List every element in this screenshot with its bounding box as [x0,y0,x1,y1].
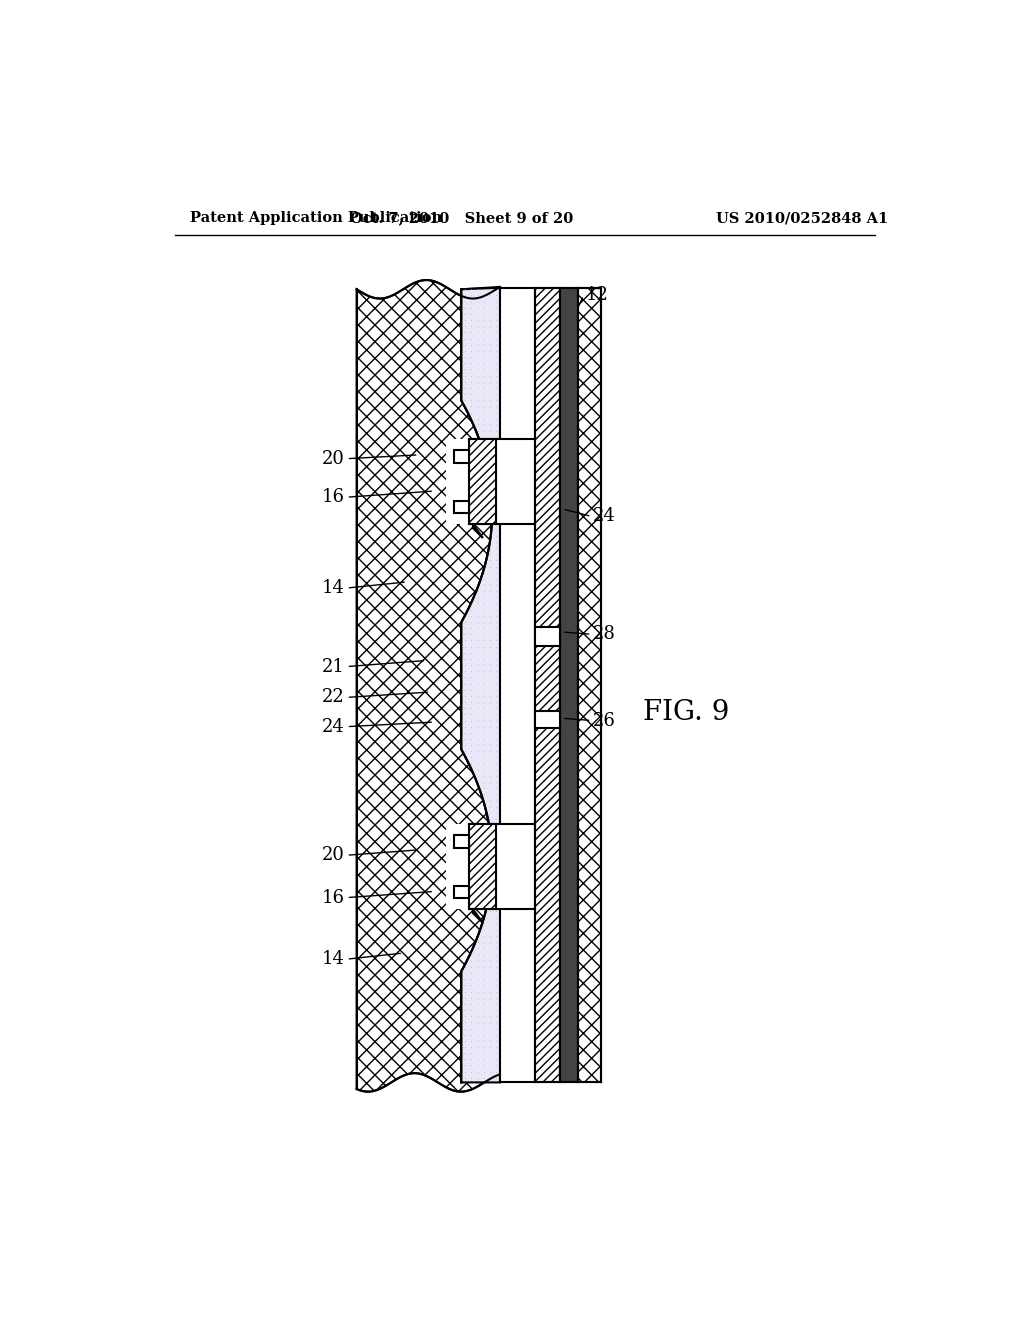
Text: 26: 26 [593,711,615,730]
Text: 12: 12 [586,286,608,305]
Text: 28: 28 [593,626,615,643]
Text: 16: 16 [322,488,345,506]
Polygon shape [560,288,578,1082]
Polygon shape [469,440,496,524]
Polygon shape [469,825,496,909]
Text: 20: 20 [323,450,345,467]
Polygon shape [473,524,483,539]
Text: Patent Application Publication: Patent Application Publication [190,211,442,226]
Polygon shape [445,825,519,909]
Polygon shape [473,909,483,923]
Text: 21: 21 [323,657,345,676]
Text: US 2010/0252848 A1: US 2010/0252848 A1 [716,211,889,226]
Text: Oct. 7, 2010   Sheet 9 of 20: Oct. 7, 2010 Sheet 9 of 20 [349,211,572,226]
Polygon shape [461,288,500,1082]
Text: 24: 24 [323,718,345,735]
Polygon shape [454,886,469,899]
Polygon shape [578,288,601,1082]
Polygon shape [535,711,560,729]
Text: FIG. 9: FIG. 9 [643,700,729,726]
Polygon shape [454,502,469,513]
Polygon shape [454,836,469,847]
Polygon shape [469,825,496,909]
Polygon shape [445,440,519,524]
Text: 22: 22 [323,689,345,706]
Polygon shape [500,288,535,1082]
Polygon shape [356,280,500,1092]
Polygon shape [535,627,560,645]
Polygon shape [535,288,560,1082]
Text: 16: 16 [322,888,345,907]
Text: 24: 24 [593,507,615,525]
Text: 14: 14 [323,579,345,597]
Polygon shape [469,440,496,524]
Text: 14: 14 [323,950,345,968]
Text: 20: 20 [323,846,345,865]
Polygon shape [454,450,469,462]
